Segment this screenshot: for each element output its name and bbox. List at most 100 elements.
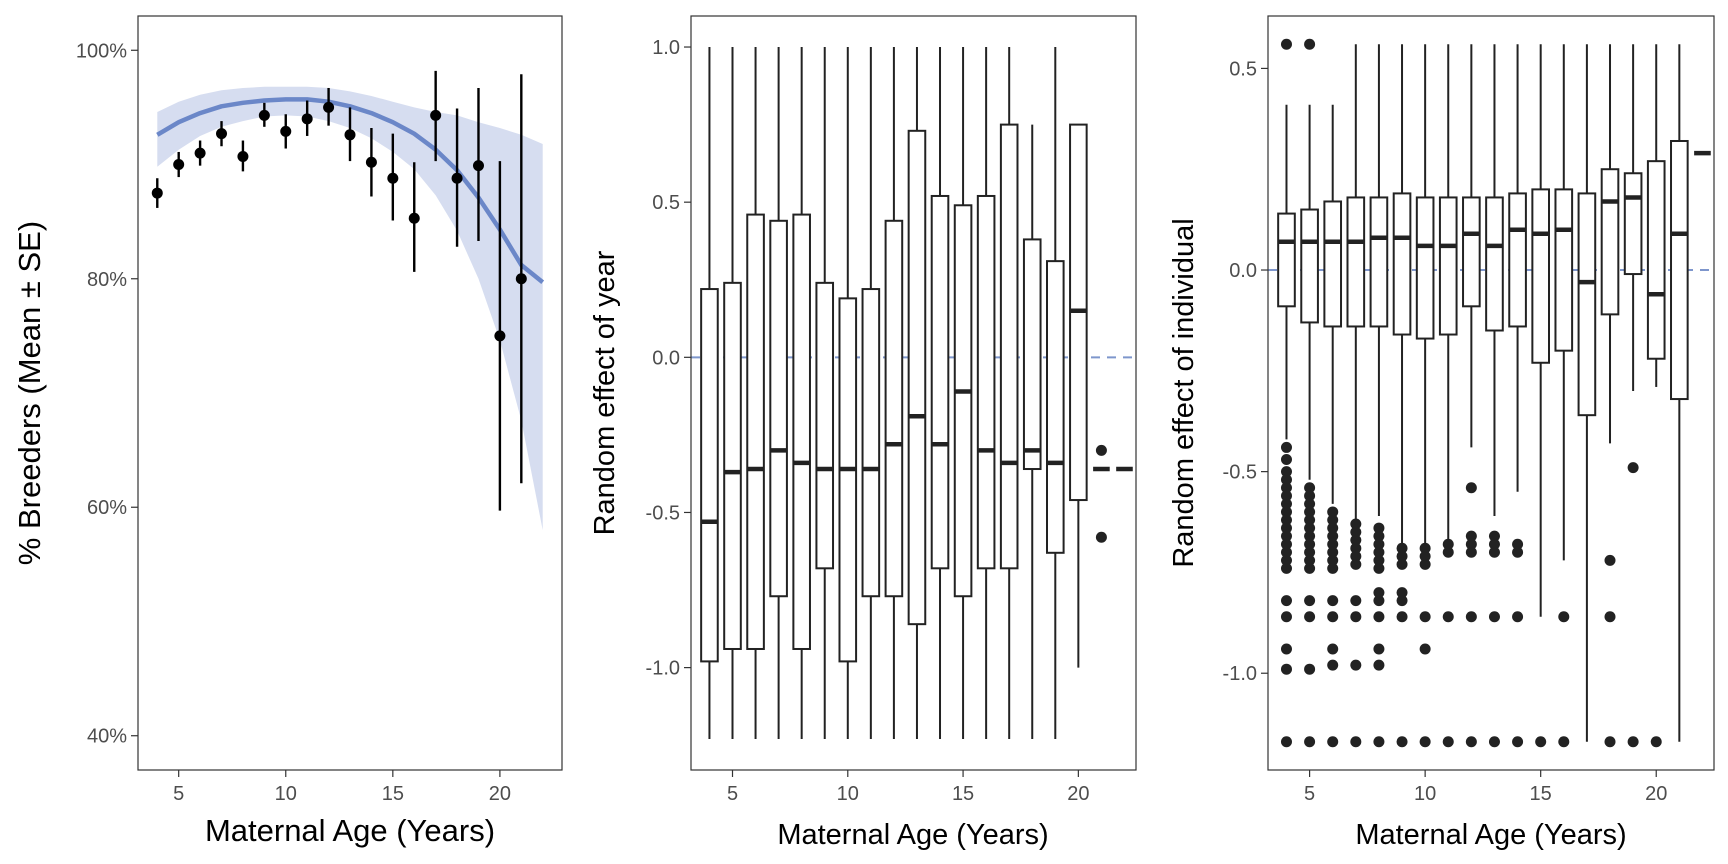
year-effect-panel-frame bbox=[690, 15, 1137, 771]
box bbox=[1600, 168, 1620, 316]
box bbox=[700, 288, 719, 663]
outlier-point bbox=[1396, 736, 1408, 748]
mean-point bbox=[344, 129, 356, 141]
box bbox=[1577, 192, 1597, 417]
outlier-point bbox=[1095, 531, 1107, 543]
outlier-point bbox=[1327, 611, 1339, 623]
outlier-point bbox=[1350, 558, 1362, 570]
box bbox=[1392, 192, 1412, 336]
outlier-point bbox=[1304, 562, 1316, 574]
outlier-point bbox=[1304, 506, 1316, 518]
outlier-point bbox=[1512, 538, 1524, 550]
box bbox=[861, 288, 881, 598]
mean-point bbox=[323, 101, 335, 113]
breeders-y-tick-label: 60% bbox=[87, 497, 127, 519]
box bbox=[930, 194, 950, 570]
box bbox=[907, 129, 927, 626]
box bbox=[976, 194, 996, 570]
outlier-point bbox=[1280, 466, 1292, 478]
box bbox=[1415, 196, 1435, 340]
outlier-point bbox=[1280, 38, 1292, 50]
box bbox=[1646, 160, 1666, 360]
box bbox=[1438, 196, 1458, 336]
breeders-x-tick-label: 5 bbox=[173, 783, 184, 805]
outlier-point bbox=[1304, 514, 1316, 526]
outlier-point bbox=[1512, 736, 1524, 748]
outlier-point bbox=[1373, 554, 1385, 566]
outlier-point bbox=[1304, 38, 1316, 50]
box bbox=[769, 219, 788, 598]
outlier-point bbox=[1396, 558, 1408, 570]
outlier-point bbox=[1350, 595, 1362, 607]
mean-point bbox=[280, 125, 292, 137]
outlier-point bbox=[1280, 595, 1292, 607]
outlier-point bbox=[1396, 542, 1408, 554]
outlier-point bbox=[1373, 736, 1385, 748]
outlier-point bbox=[1304, 663, 1316, 675]
individual-effect-x-tick-label: 5 bbox=[1304, 783, 1315, 805]
outlier-point bbox=[1280, 490, 1292, 502]
individual-effect-panel-frame bbox=[1267, 15, 1715, 771]
individual-effect-y-axis-title: Random effect of individual bbox=[1168, 218, 1200, 567]
breeders-panel-frame bbox=[137, 15, 563, 771]
breeders-marks bbox=[151, 70, 545, 531]
box bbox=[1323, 200, 1343, 328]
box bbox=[1670, 139, 1689, 401]
outlier-point bbox=[1419, 558, 1431, 570]
individual-effect-axes: 5 10 15 20 -1.0 -0.5 0.0 0.5 bbox=[1223, 58, 1668, 805]
box bbox=[1300, 208, 1319, 324]
outlier-point bbox=[1465, 736, 1477, 748]
outlier-point bbox=[1327, 562, 1339, 574]
individual-effect-x-tick-label: 20 bbox=[1645, 783, 1667, 805]
outlier-point bbox=[1604, 611, 1616, 623]
year-effect-y-tick-label: -1.0 bbox=[646, 658, 680, 680]
breeders-x-tick-label: 20 bbox=[489, 783, 511, 805]
outlier-point bbox=[1304, 611, 1316, 623]
outlier-point bbox=[1465, 482, 1477, 494]
outlier-point bbox=[1280, 736, 1292, 748]
mean-point bbox=[216, 128, 228, 140]
outlier-point bbox=[1327, 506, 1339, 518]
outlier-point bbox=[1350, 550, 1362, 562]
outlier-point bbox=[1350, 542, 1362, 554]
outlier-point bbox=[1304, 498, 1316, 510]
outlier-point bbox=[1442, 611, 1454, 623]
individual-effect-marks bbox=[1268, 38, 1714, 748]
outlier-point bbox=[1280, 441, 1292, 453]
outlier-point bbox=[1373, 522, 1385, 534]
breeders-x-tick-label: 10 bbox=[275, 783, 297, 805]
outlier-point bbox=[1280, 538, 1292, 550]
outlier-point bbox=[1350, 659, 1362, 671]
individual-effect-x-tick-label: 15 bbox=[1530, 783, 1552, 805]
panel-individual-effect: 5 10 15 20 -1.0 -0.5 0.0 0.5 Maternal Age (Year… bbox=[1168, 15, 1715, 851]
outlier-point bbox=[1442, 538, 1454, 550]
outlier-point bbox=[1280, 474, 1292, 486]
mean-point bbox=[494, 330, 506, 342]
individual-effect-y-tick-label: -1.0 bbox=[1223, 663, 1257, 685]
outlier-point bbox=[1280, 454, 1292, 466]
year-effect-x-tick-label: 5 bbox=[727, 783, 738, 805]
outlier-point bbox=[1627, 736, 1639, 748]
outlier-point bbox=[1304, 522, 1316, 534]
outlier-point bbox=[1327, 538, 1339, 550]
mean-point bbox=[173, 159, 185, 171]
outlier-point bbox=[1373, 611, 1385, 623]
mean-point bbox=[387, 172, 399, 184]
outlier-point bbox=[1095, 444, 1107, 456]
year-effect-axes: 5 10 15 20 -1.0 -0.5 0.0 0.5 1.0 bbox=[646, 37, 1090, 805]
individual-effect-y-tick-label: -0.5 bbox=[1223, 462, 1257, 484]
year-effect-y-tick-label: -0.5 bbox=[646, 502, 680, 524]
outlier-point bbox=[1396, 595, 1408, 607]
outlier-point bbox=[1304, 546, 1316, 558]
mean-point bbox=[408, 212, 420, 224]
panel-breeders: 5 10 15 20 40% 60% 80% 100% Maternal Age (Years… bbox=[12, 15, 563, 848]
outlier-point bbox=[1512, 611, 1524, 623]
outlier-point bbox=[1558, 611, 1570, 623]
box bbox=[838, 297, 858, 663]
outlier-point bbox=[1419, 611, 1431, 623]
breeders-y-tick-label: 100% bbox=[76, 40, 127, 62]
year-effect-y-tick-label: 1.0 bbox=[652, 37, 680, 59]
individual-effect-x-tick-label: 10 bbox=[1414, 783, 1436, 805]
year-effect-x-tick-label: 10 bbox=[837, 783, 859, 805]
year-effect-x-tick-label: 15 bbox=[952, 783, 974, 805]
